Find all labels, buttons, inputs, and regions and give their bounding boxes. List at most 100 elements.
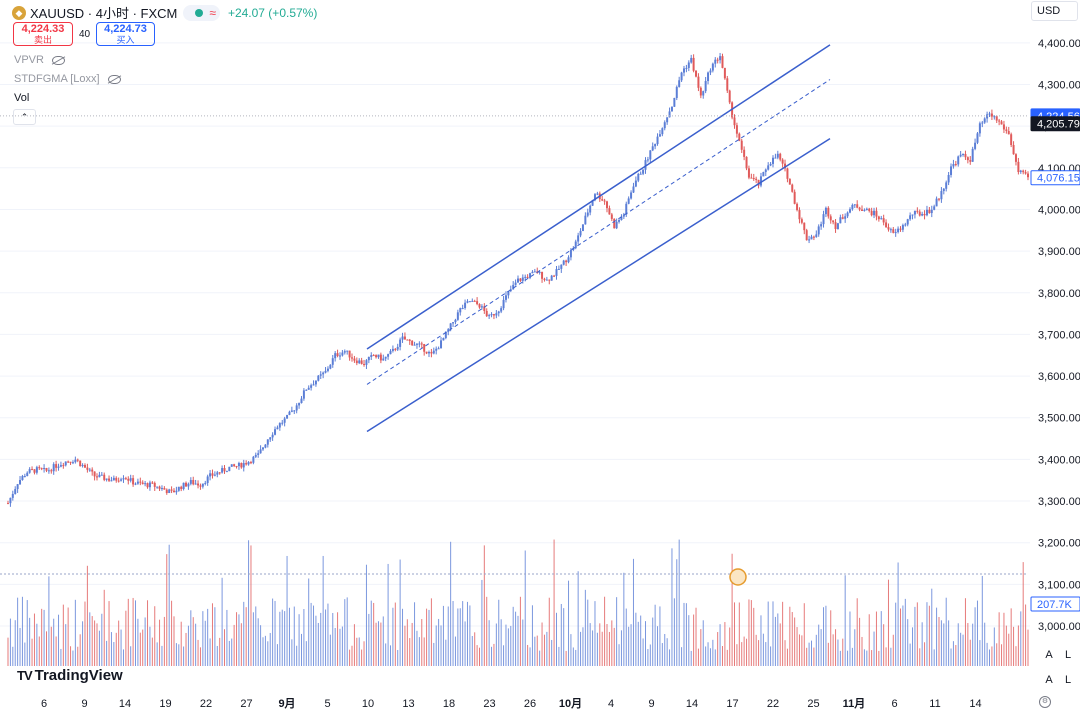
candle-body (363, 363, 366, 365)
candle-body (971, 148, 974, 162)
hidden-eye-icon[interactable] (107, 74, 121, 84)
symbol-title[interactable]: XAUUSD · 4小时 · FXCM (30, 6, 178, 21)
candle-body (14, 489, 17, 494)
candle-body (283, 418, 286, 423)
time-tick-label: 9月 (278, 697, 295, 710)
candle-body (62, 465, 65, 467)
candle-body (129, 478, 132, 481)
candle-body (355, 360, 358, 364)
candle-body (962, 153, 965, 155)
price-axis[interactable]: 4,400.004,300.004,200.004,100.004,000.00… (1038, 38, 1080, 633)
candle-body (334, 353, 337, 359)
candle-body (223, 468, 226, 472)
candle-body (666, 117, 669, 123)
auto-scale-button-2[interactable]: A (1045, 674, 1053, 686)
candle-body (909, 215, 912, 220)
candle-body (372, 355, 375, 357)
candle-body (269, 437, 272, 440)
candle-body (16, 484, 19, 490)
candle-body (735, 125, 738, 134)
log-scale-button-2[interactable]: L (1064, 674, 1072, 686)
candle-body (74, 459, 77, 463)
candle-body (96, 476, 99, 478)
candle-body (9, 497, 12, 504)
candle-body (697, 76, 700, 88)
candle-body (608, 208, 611, 215)
time-tick-label: 6 (41, 698, 47, 710)
candle-body (305, 389, 308, 391)
candle-body (307, 387, 310, 390)
settings-gear-icon[interactable]: ⚙ (1039, 696, 1051, 708)
candle-body (834, 222, 837, 229)
candle-body (358, 360, 361, 364)
candle-body (52, 464, 55, 472)
buy-button[interactable]: 4,224.73 买入 (96, 22, 155, 46)
time-axis[interactable]: 6 9 14 19 22 27 9月 5 10 13 18 23 26 10月 4 9 14 17 22 25 11月 6… (41, 697, 982, 710)
candle-body (791, 184, 794, 192)
candle-body (521, 277, 524, 281)
log-scale-button[interactable]: L (1064, 649, 1072, 661)
candle-body (743, 149, 746, 157)
candle-body (367, 356, 370, 361)
candle-body (998, 120, 1001, 122)
price-tick-label: 3,700.00 (1038, 329, 1080, 341)
collapse-legend-button[interactable]: ⌃ (13, 109, 36, 125)
candle-body (204, 482, 207, 484)
candle-body (396, 346, 399, 350)
candle-body (574, 241, 577, 249)
candle-body (733, 117, 736, 126)
auto-scale-button[interactable]: A (1045, 649, 1053, 661)
candle-body (853, 204, 856, 206)
candle-body (711, 63, 714, 71)
candle-body (875, 210, 878, 217)
candle-body (959, 154, 962, 157)
candle-body (144, 483, 147, 485)
price-change: +24.07 (+0.57%) (227, 5, 318, 20)
candle-body (391, 348, 394, 351)
candle-body (413, 344, 416, 346)
candle-body (264, 444, 267, 448)
candle-body (687, 62, 690, 68)
candle-body (447, 329, 450, 332)
wave-icon: ≈ (209, 5, 216, 20)
symbol-header[interactable]: ◆ XAUUSD · 4小时 · FXCM ≈ +24.07 (+0.57%) (12, 3, 317, 22)
regression-channel[interactable] (0, 44, 1028, 433)
prev-close-label: 4,205.79 (1037, 119, 1080, 131)
candle-body (1002, 124, 1005, 130)
candle-body (103, 474, 106, 480)
candle-body (348, 350, 351, 358)
volume-indicator-label[interactable]: Vol (14, 92, 30, 104)
candle-body (738, 133, 741, 141)
candle-body (415, 343, 418, 345)
candle-body (589, 205, 592, 213)
candle-body (302, 390, 305, 399)
price-tick-label: 3,800.00 (1038, 288, 1080, 300)
candle-body (312, 384, 315, 386)
candle-body (425, 351, 428, 354)
candle-body (822, 214, 825, 225)
tradingview-mark-icon: TV (17, 668, 33, 683)
hidden-eye-icon[interactable] (51, 55, 65, 65)
candle-body (317, 375, 320, 381)
tradingview-logo[interactable]: TV TradingView (17, 667, 123, 684)
market-status[interactable]: ≈ (183, 4, 220, 21)
candle-body (897, 228, 900, 233)
candle-body (192, 480, 195, 485)
candle-body (978, 123, 981, 134)
indicator-vpvr[interactable]: VPVR (14, 54, 65, 66)
sell-button[interactable]: 4,224.33 卖出 (13, 22, 73, 46)
candle-body (752, 178, 755, 180)
candle-body (242, 463, 245, 468)
candle-body (779, 153, 782, 160)
candle-body (360, 360, 363, 364)
candle-body (170, 489, 173, 491)
candle-body (235, 466, 238, 468)
indicator-stdfgma[interactable]: STDFGMA [Loxx] (14, 73, 121, 85)
price-tick-label: 4,300.00 (1038, 79, 1080, 91)
candle-body (177, 486, 180, 491)
currency-button[interactable]: USD (1031, 1, 1078, 21)
candle-body (663, 122, 666, 129)
candle-body (925, 209, 928, 216)
